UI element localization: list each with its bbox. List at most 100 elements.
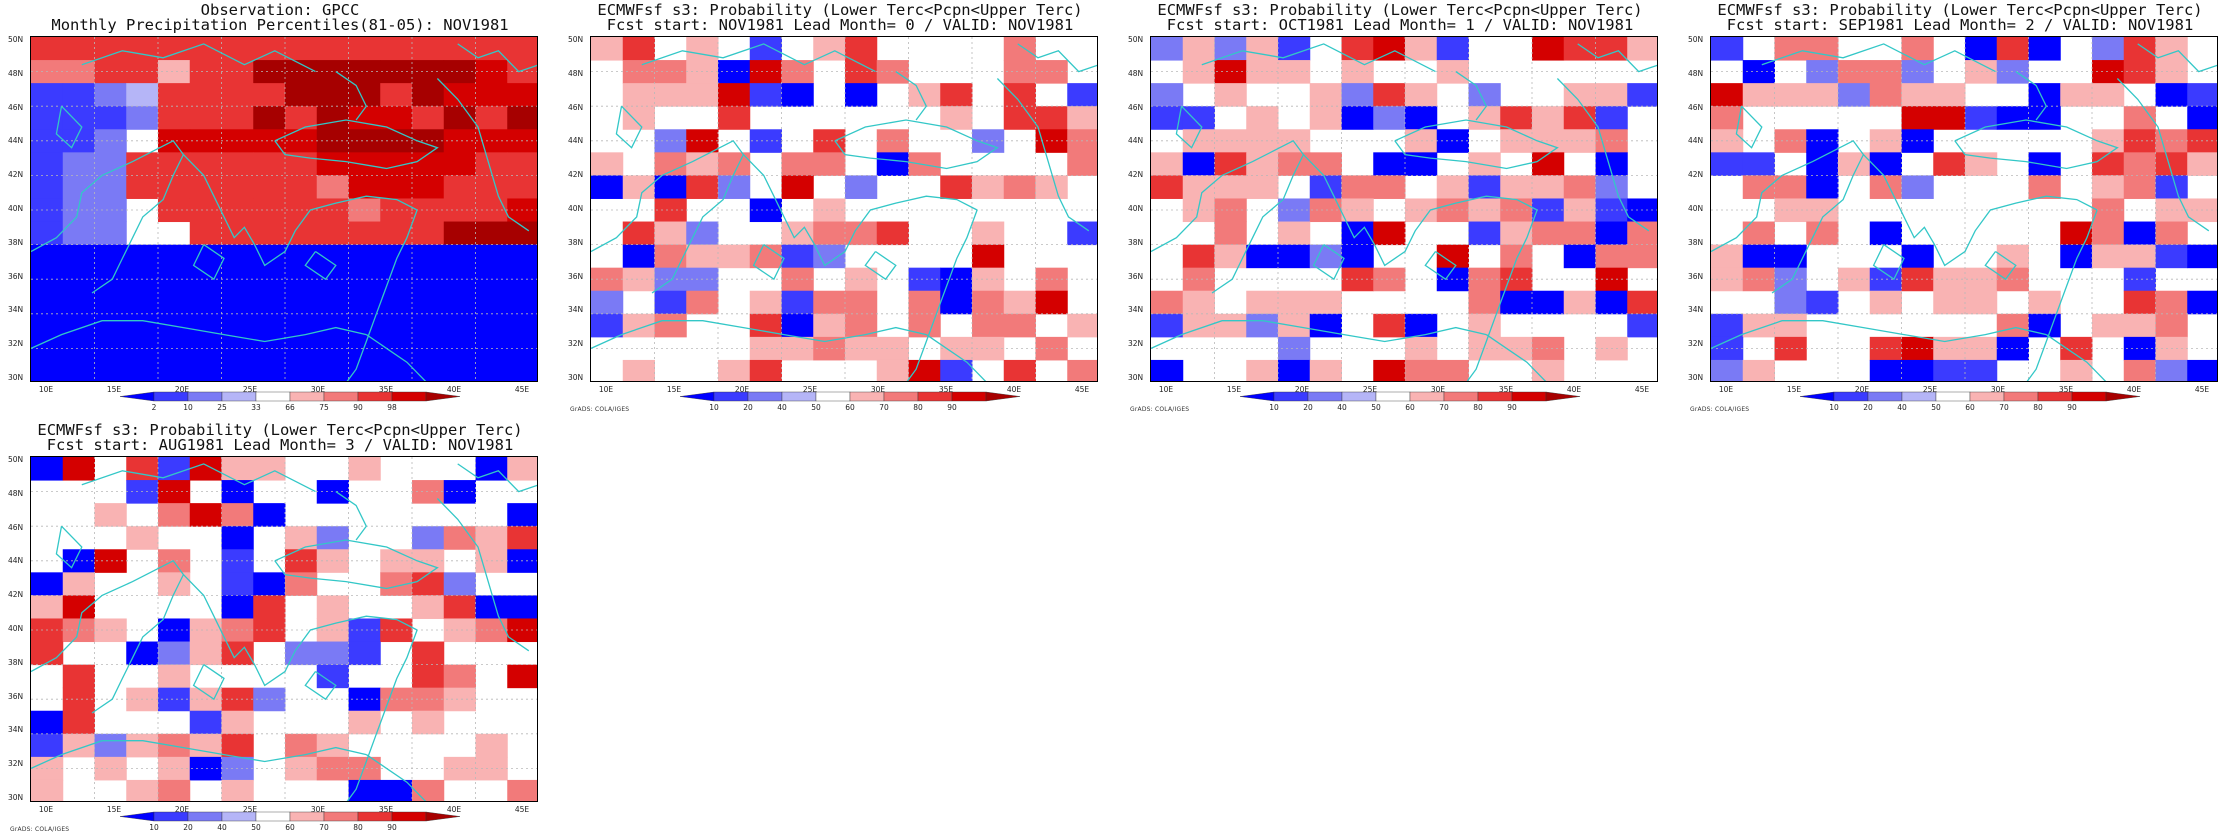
grid-cell <box>2123 244 2156 269</box>
grid-cell <box>1182 106 1215 130</box>
longitude-label: 40E <box>2126 385 2142 394</box>
grid-cell <box>1003 106 1036 130</box>
longitude-label: 10E <box>38 385 54 394</box>
grid-cell <box>31 290 64 315</box>
grid-cell <box>475 313 508 338</box>
grid-cell <box>158 664 191 689</box>
grid-cell <box>507 37 537 61</box>
grid-cell <box>316 175 349 199</box>
grid-cell <box>380 83 413 107</box>
colorbar-swatch <box>1307 391 1343 402</box>
grid-cell <box>31 244 64 269</box>
grid-cell <box>1067 106 1097 130</box>
grid-cell <box>1774 83 1807 107</box>
grid-cell <box>1532 336 1565 361</box>
grid-cell <box>1003 313 1036 338</box>
grid-cell <box>1869 129 1902 153</box>
grid-cell <box>285 733 318 758</box>
grid-cell <box>348 336 381 361</box>
grid-cell <box>31 641 64 666</box>
grid-cell <box>94 336 127 361</box>
colorbar-swatch <box>679 391 715 402</box>
latitude-label: 50N <box>1688 35 1704 44</box>
grid-cell <box>94 313 127 338</box>
grid-cell <box>1532 106 1565 130</box>
grid-cell <box>876 359 909 381</box>
grid-cell <box>1278 290 1311 315</box>
grid-cell <box>1278 336 1311 361</box>
grid-cell <box>813 37 846 61</box>
grid-cell <box>1436 175 1469 199</box>
grid-cell <box>158 267 191 292</box>
grid-cell <box>1595 152 1628 176</box>
grid-cell <box>443 480 476 504</box>
grid-cell <box>749 313 782 338</box>
colorbar-label: 40 <box>1337 403 1347 412</box>
latitude-label: 36N <box>8 271 24 281</box>
grid-cell <box>1182 175 1215 199</box>
grid-cell <box>749 37 782 61</box>
colorbar-svg <box>119 811 461 822</box>
grid-cell <box>2123 152 2156 176</box>
grid-cell <box>2060 83 2093 107</box>
coastline <box>1577 43 1657 73</box>
grid-cell <box>158 779 191 801</box>
grid-cell <box>221 37 254 61</box>
longitude-label: 25E <box>242 385 258 394</box>
grid-cell <box>1182 198 1215 223</box>
grid-cell <box>380 37 413 61</box>
grid-cell <box>62 198 95 223</box>
latitude-label: 48N <box>1688 68 1704 78</box>
colorbar-label: 20 <box>1863 403 1873 412</box>
grid-cell <box>1214 244 1247 269</box>
grid-cell <box>2123 221 2156 246</box>
grid-cell <box>1214 37 1247 61</box>
grid-cell <box>253 37 286 61</box>
colorbar-swatch <box>391 811 427 822</box>
grid-cell <box>94 152 127 176</box>
grid-cell <box>475 733 508 758</box>
grid-cell <box>412 595 445 619</box>
grid-cell <box>507 313 537 338</box>
grid-cell <box>1933 359 1966 381</box>
coastline <box>2015 71 2048 121</box>
grid-cell <box>126 641 159 666</box>
grid-cell <box>316 664 349 689</box>
grid-cell <box>1742 244 1775 269</box>
grid-cell <box>189 313 222 338</box>
grid-cell <box>845 83 878 107</box>
grid-cell <box>475 83 508 107</box>
latitude-label: 40N <box>8 624 24 633</box>
coastline <box>591 139 745 294</box>
grid-cell <box>1405 359 1438 381</box>
coastline <box>895 71 928 121</box>
longitude-label: 45E <box>1634 385 1650 394</box>
grid-cell <box>380 359 413 381</box>
grid-cell <box>1309 106 1342 130</box>
grid-cell <box>316 37 349 61</box>
colorbar <box>679 391 1021 402</box>
coastline <box>304 670 337 701</box>
panel-lead-3: ECMWFsf s3: Probability (Lower Terc<Pcpn… <box>0 420 560 840</box>
grads-credit: GrADS: COLA/IGES <box>10 826 70 833</box>
grid-cell <box>62 313 95 338</box>
coastline <box>55 105 83 149</box>
grid-cell <box>622 37 655 61</box>
longitude-label: 10E <box>598 385 614 394</box>
grid-cell <box>1774 129 1807 153</box>
grid-cell <box>1869 83 1902 107</box>
grid-cell <box>1869 60 1902 84</box>
grid-cell <box>412 37 445 61</box>
grid-cell <box>1246 106 1279 130</box>
grid-cell <box>1341 106 1374 130</box>
grid-cell <box>443 336 476 361</box>
grid-cell <box>1711 152 1744 176</box>
grid-cell <box>348 129 381 153</box>
grid-cell <box>189 687 222 712</box>
grid-cell <box>253 687 286 712</box>
grid-cell <box>1214 221 1247 246</box>
grid-cell <box>1278 37 1311 61</box>
grid-cell <box>1405 313 1438 338</box>
coastline <box>304 250 337 281</box>
grid-cell <box>380 779 413 801</box>
